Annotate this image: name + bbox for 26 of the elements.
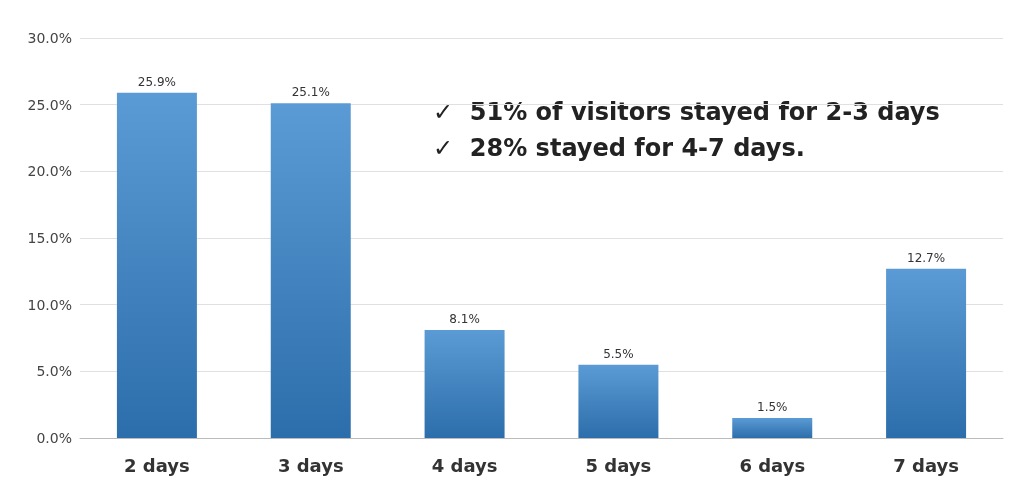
data-label: 25.9% [137,74,176,89]
bar [578,364,659,438]
data-label: 12.7% [907,250,946,265]
x-tick-label: 4 days [431,454,498,476]
x-tick-label: 2 days [124,454,190,476]
y-tick-label: 10.0% [27,296,72,313]
y-tick-label: 30.0% [27,30,72,46]
annotation: ✓ 28% stayed for 4-7 days. [433,134,805,162]
x-tick-label: 7 days [893,454,959,476]
data-label: 1.5% [757,400,788,414]
data-label: 8.1% [449,312,480,326]
y-tick-label: 0.0% [36,430,72,446]
bar [270,103,351,438]
bar [116,92,197,438]
x-tick-label: 6 days [739,454,806,476]
data-label: 5.5% [603,346,634,361]
y-tick-label: 5.0% [36,363,72,380]
y-tick-label: 25.0% [27,96,72,113]
x-tick-label: 5 days [585,454,652,476]
bar [424,330,505,438]
x-tick-label: 3 days [277,454,344,476]
y-tick-label: 20.0% [27,163,72,180]
data-label: 25.1% [291,85,330,100]
bar [886,268,967,438]
bar [732,418,813,438]
y-tick-label: 15.0% [27,230,72,246]
